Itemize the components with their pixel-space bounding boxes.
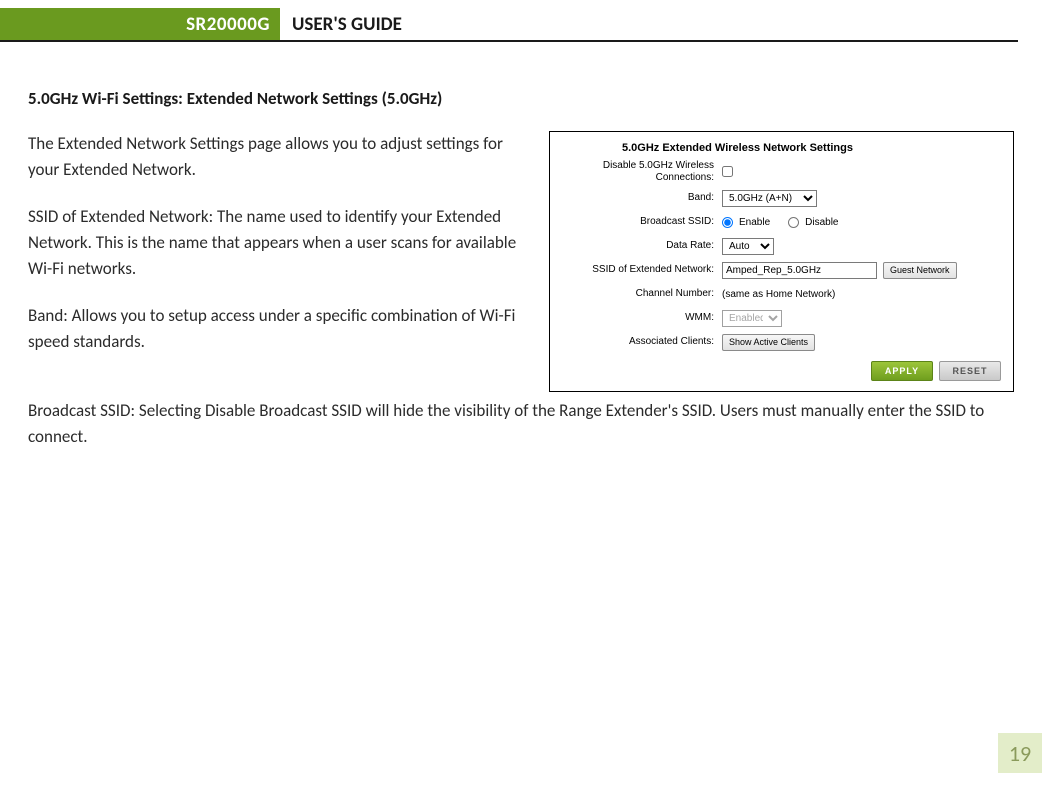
paragraph-broadcast: Broadcast SSID: Selecting Disable Broadc…: [28, 398, 1014, 451]
band-select[interactable]: 5.0GHz (A+N): [722, 190, 817, 207]
broadcast-disable-radio[interactable]: [788, 217, 799, 228]
row-data-rate: Data Rate: Auto: [562, 237, 1001, 255]
ssid-input[interactable]: [722, 262, 877, 279]
page-number-box: 19: [998, 733, 1042, 773]
page-content: 5.0GHz Wi-Fi Settings: Extended Network …: [28, 88, 1014, 451]
label-ssid: SSID of Extended Network:: [562, 264, 722, 276]
row-broadcast-ssid: Broadcast SSID: Enable Disable: [562, 213, 1001, 231]
header-model-text: SR20000G: [186, 13, 270, 36]
data-rate-select[interactable]: Auto: [722, 238, 774, 255]
label-wmm: WMM:: [562, 312, 722, 324]
apply-button[interactable]: APPLY: [871, 361, 933, 381]
section-title: 5.0GHz Wi-Fi Settings: Extended Network …: [28, 88, 1014, 109]
guest-network-button[interactable]: Guest Network: [883, 262, 957, 279]
broadcast-enable-radio[interactable]: [722, 217, 733, 228]
header-rule: [0, 40, 1018, 42]
panel-title: 5.0GHz Extended Wireless Network Setting…: [562, 142, 1001, 154]
header-title: USER'S GUIDE: [292, 8, 402, 40]
label-channel: Channel Number:: [562, 288, 722, 300]
show-active-clients-button[interactable]: Show Active Clients: [722, 334, 815, 351]
header-model-badge: SR20000G: [0, 8, 280, 40]
label-data-rate: Data Rate:: [562, 240, 722, 252]
row-disable-wireless: Disable 5.0GHz Wireless Connections:: [562, 160, 1001, 183]
row-associated-clients: Associated Clients: Show Active Clients: [562, 333, 1001, 351]
two-column-layout: The Extended Network Settings page allow…: [28, 131, 1014, 392]
reset-button[interactable]: RESET: [939, 361, 1001, 381]
disable-wireless-checkbox[interactable]: [722, 166, 733, 177]
label-band: Band:: [562, 192, 722, 204]
paragraph-band: Band: Allows you to setup access under a…: [28, 303, 531, 356]
row-ssid: SSID of Extended Network: Guest Network: [562, 261, 1001, 279]
label-broadcast-ssid: Broadcast SSID:: [562, 216, 722, 228]
row-band: Band: 5.0GHz (A+N): [562, 189, 1001, 207]
broadcast-enable-label: Enable: [739, 217, 770, 228]
row-wmm: WMM: Enabled: [562, 309, 1001, 327]
settings-panel: 5.0GHz Extended Wireless Network Setting…: [549, 131, 1014, 392]
row-channel: Channel Number: (same as Home Network): [562, 285, 1001, 303]
paragraph-intro: The Extended Network Settings page allow…: [28, 131, 531, 184]
label-disable-wireless: Disable 5.0GHz Wireless Connections:: [562, 160, 722, 183]
broadcast-disable-label: Disable: [805, 217, 838, 228]
panel-actions: APPLY RESET: [562, 361, 1001, 381]
paragraph-ssid: SSID of Extended Network: The name used …: [28, 204, 531, 283]
body-text-column: The Extended Network Settings page allow…: [28, 131, 531, 375]
wmm-select[interactable]: Enabled: [722, 310, 782, 327]
channel-value: (same as Home Network): [722, 289, 835, 300]
page-number: 19: [1009, 740, 1031, 767]
doc-header: SR20000G USER'S GUIDE: [0, 8, 1042, 46]
label-associated-clients: Associated Clients:: [562, 336, 722, 348]
